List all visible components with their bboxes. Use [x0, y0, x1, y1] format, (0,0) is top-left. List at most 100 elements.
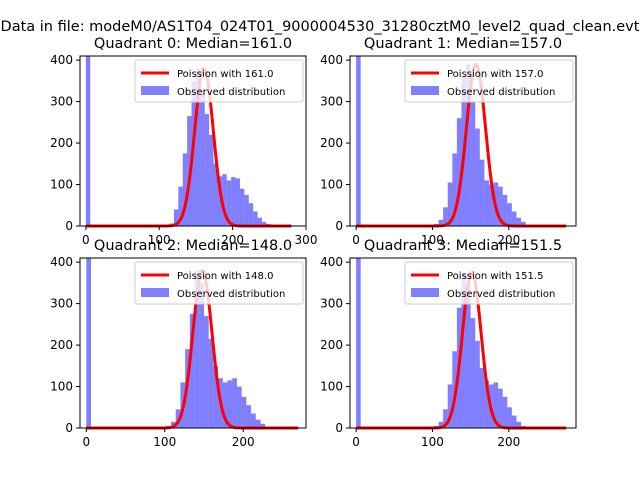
histogram-bar	[456, 118, 462, 226]
histogram-bar	[194, 270, 200, 428]
axes-frame	[349, 55, 577, 227]
histogram-bar	[447, 182, 453, 226]
histogram-bar	[217, 176, 223, 226]
subplot-quadrant-3: 0 100 200 0 100 200 300 400 Quadrant 3: Median=1…	[320, 238, 577, 449]
histogram-bar	[502, 194, 508, 226]
histogram-bar	[85, 56, 91, 226]
histogram-bar	[86, 258, 91, 428]
y-tick-label: 300	[320, 297, 343, 311]
x-tick-label: 200	[221, 233, 244, 247]
histogram-bar	[479, 367, 485, 428]
legend-bar-swatch	[411, 288, 439, 297]
y-tick-label: 400	[320, 255, 343, 269]
subplot-title: Quadrant 0: Median=161.0	[94, 36, 292, 52]
legend-poisson-label: Poission with 148.0	[177, 271, 273, 282]
histogram-bar	[356, 56, 361, 226]
y-tick-label: 100	[320, 178, 343, 192]
histogram-bar	[246, 405, 252, 428]
x-tick-label: 300	[295, 233, 318, 247]
x-tick-label: 100	[421, 233, 444, 247]
y-tick-label: 400	[50, 53, 73, 67]
histogram-bar	[493, 382, 499, 428]
legend-frame	[404, 59, 574, 103]
legend-frame	[404, 261, 574, 305]
histogram-bar	[461, 272, 467, 428]
subplot-title: Quadrant 1: Median=157.0	[364, 36, 562, 52]
legend-poisson-label: Poission with 151.5	[447, 271, 543, 282]
histogram-bar	[173, 209, 179, 226]
axes-frame	[349, 257, 577, 429]
histogram-bar	[511, 415, 517, 428]
histogram-bar	[244, 194, 249, 226]
histogram-bar	[213, 163, 218, 226]
histogram-bar	[484, 380, 489, 428]
subplot-title: Quadrant 3: Median=151.5	[364, 238, 562, 254]
x-tick-label: 200	[232, 435, 255, 449]
histogram-bar	[203, 316, 209, 428]
y-tick-label: 400	[320, 53, 343, 67]
legend-hist-label: Observed distribution	[447, 87, 555, 98]
histogram-bar	[470, 101, 476, 226]
y-tick-label: 400	[50, 255, 73, 269]
legend: Poission with 161.0 Observed distribution	[134, 59, 304, 103]
histogram-bar	[475, 128, 480, 226]
histogram-bar	[521, 221, 526, 226]
axes-frame	[79, 55, 307, 227]
legend-bar-swatch	[141, 288, 169, 297]
histogram-bar	[466, 284, 471, 428]
histogram-bar	[475, 340, 480, 428]
histogram-bar	[204, 114, 210, 226]
y-tick-label: 100	[320, 380, 343, 394]
histogram-bar	[447, 384, 453, 428]
histogram-bar	[498, 388, 503, 428]
histogram-bar	[443, 207, 448, 226]
histogram-bar	[248, 203, 254, 226]
legend: Poission with 148.0 Observed distribution	[134, 261, 304, 305]
legend: Poission with 151.5 Observed distribution	[404, 261, 574, 305]
x-tick-label: 200	[497, 435, 520, 449]
x-tick-label: 100	[153, 435, 176, 449]
histogram-bar	[232, 378, 237, 428]
subplot-quadrant-2: 0 100 200 0 100 200 300 400 Quadrant 2: Median=1…	[50, 238, 307, 449]
histogram-bar	[227, 380, 233, 428]
legend-hist-label: Observed distribution	[177, 87, 285, 98]
x-tick-label: 200	[497, 233, 520, 247]
y-tick-label: 0	[65, 421, 73, 435]
y-tick-label: 300	[320, 95, 343, 109]
histogram-bar	[236, 386, 242, 428]
histogram-bar	[507, 407, 512, 428]
y-tick-label: 200	[320, 338, 343, 352]
histogram-bar	[200, 91, 205, 227]
histogram-bar	[241, 396, 247, 428]
histogram-bar	[261, 221, 267, 226]
histogram-bar	[257, 217, 262, 226]
legend-hist-label: Observed distribution	[447, 289, 555, 300]
legend-hist-label: Observed distribution	[177, 289, 285, 300]
subplot-quadrant-0: 0 100 200 300 0 100 200 300 400 Quadrant 0: Media…	[50, 36, 317, 247]
histogram-bar	[356, 258, 361, 428]
legend-bar-swatch	[141, 86, 169, 95]
legend-poisson-label: Poission with 157.0	[447, 69, 543, 80]
y-tick-label: 0	[335, 421, 343, 435]
histogram-bar	[484, 180, 489, 226]
histogram-bar	[199, 282, 204, 428]
x-tick-label: 0	[82, 435, 90, 449]
histogram-bar	[488, 184, 494, 226]
y-tick-label: 100	[50, 178, 73, 192]
histogram-bar	[516, 421, 522, 428]
histogram-bar	[208, 338, 214, 428]
x-tick-label: 0	[352, 435, 360, 449]
histogram-bar	[222, 382, 228, 428]
y-tick-label: 200	[50, 338, 73, 352]
histogram-bar	[231, 177, 236, 226]
legend-poisson-label: Poission with 161.0	[177, 69, 273, 80]
histogram-bar	[498, 186, 503, 226]
legend-bar-swatch	[411, 86, 439, 95]
histogram-bar	[479, 159, 485, 226]
histogram-bar	[195, 68, 201, 226]
histogram-bar	[253, 211, 258, 226]
y-tick-label: 100	[50, 380, 73, 394]
histogram-bar	[438, 421, 444, 428]
